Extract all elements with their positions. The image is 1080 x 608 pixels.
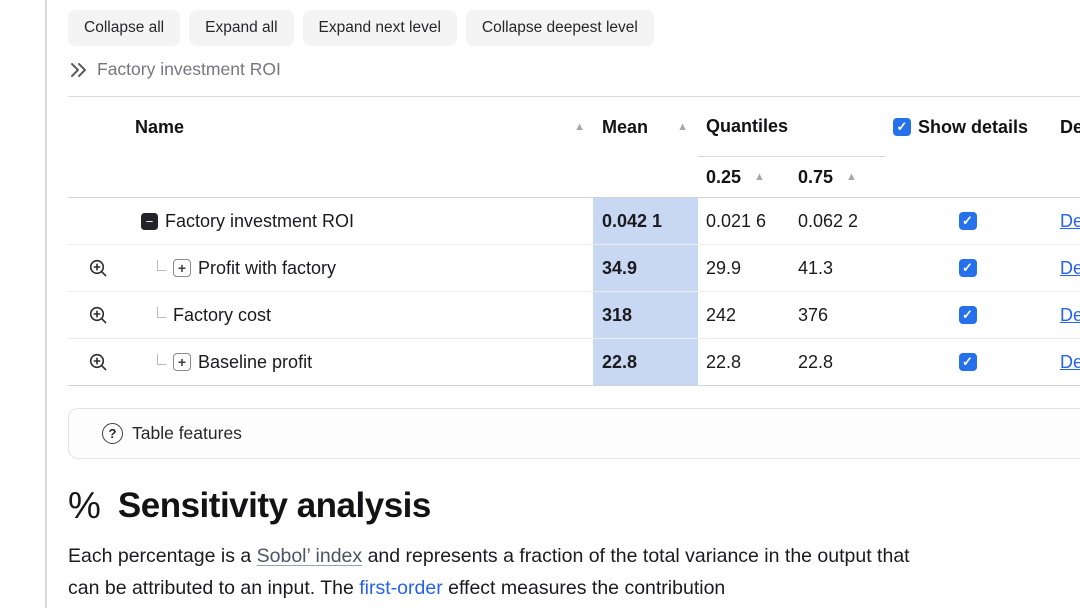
breadcrumb-label: Factory investment ROI [97, 59, 281, 79]
show-details-checkbox[interactable]: ✓ [958, 212, 977, 230]
row-name: Factory investment ROI [165, 210, 355, 231]
details-link[interactable]: Details [1060, 304, 1080, 325]
row-name: Baseline profit [198, 351, 313, 372]
section-heading: % Sensitivity analysis [68, 485, 1080, 527]
table-features-disclosure[interactable]: ? Table features [68, 408, 1080, 459]
table-row: Factory cost 318 242 376 ✓ Details [68, 292, 1080, 339]
column-header-quantiles: Quantiles [698, 97, 885, 157]
expand-all-button[interactable]: Expand all [189, 10, 294, 46]
table-toolbar: Collapse all Expand all Expand next leve… [68, 10, 1080, 46]
first-order-link[interactable]: first-order [359, 576, 443, 599]
sort-triangle-icon[interactable]: ▲ [574, 120, 585, 133]
tree-branch-icon [157, 354, 166, 365]
q75-cell: 22.8 [798, 351, 834, 372]
name-header-label: Name [135, 116, 185, 137]
details-link[interactable]: Details [1060, 257, 1080, 278]
zoom-in-icon[interactable] [86, 303, 111, 328]
table-row: + Baseline profit 22.8 22.8 22.8 ✓ Detai… [68, 339, 1080, 386]
table-features-label: Table features [132, 423, 242, 443]
column-header-name: Name ▲ [68, 97, 593, 157]
collapse-all-button[interactable]: Collapse all [68, 10, 181, 46]
q25-cell: 242 [706, 304, 737, 325]
q25-cell: 0.021 6 [706, 210, 767, 231]
q75-cell: 0.062 2 [798, 210, 859, 231]
details-link[interactable]: Details [1060, 210, 1080, 231]
mean-cell: 34.9 [593, 245, 698, 291]
row-name: Factory cost [173, 304, 272, 325]
results-table: Name ▲ Mean ▲ Quantiles ✓ Show details D… [68, 96, 1080, 386]
show-details-checkbox[interactable]: ✓ [958, 306, 977, 324]
breadcrumb[interactable]: Factory investment ROI [68, 59, 281, 80]
paragraph-text: Each percentage is a [68, 545, 257, 567]
paragraph-text: and represents a fraction of the total v… [68, 545, 910, 599]
show-details-checkbox[interactable]: ✓ [958, 353, 977, 371]
sort-triangle-icon[interactable]: ▲ [677, 120, 688, 133]
percent-icon: % [68, 485, 101, 526]
row-name: Profit with factory [198, 257, 337, 278]
show-details-header-checkbox[interactable]: ✓ [893, 118, 911, 136]
main-content: Collapse all Expand all Expand next leve… [68, 0, 1080, 604]
double-chevron-right-icon [68, 60, 88, 80]
show-details-checkbox[interactable]: ✓ [958, 259, 977, 277]
column-header-q25: 0.25 ▲ [698, 167, 790, 188]
q25-cell: 29.9 [706, 257, 742, 278]
details-link[interactable]: Details [1060, 351, 1080, 372]
sort-triangle-icon[interactable]: ▲ [754, 170, 765, 183]
expand-toggle-icon[interactable]: + [173, 259, 191, 277]
q75-cell: 41.3 [798, 257, 834, 278]
table-row: + Profit with factory 34.9 29.9 41.3 ✓ D… [68, 245, 1080, 292]
sort-triangle-icon[interactable]: ▲ [846, 170, 857, 183]
collapse-deepest-level-button[interactable]: Collapse deepest level [465, 10, 654, 46]
show-details-header: ✓ Show details [893, 97, 1050, 157]
mean-cell: 0.042 1 [593, 198, 698, 244]
section-paragraph: Each percentage is a Sobol’ index and re… [68, 541, 930, 604]
expand-toggle-icon[interactable]: + [173, 353, 191, 371]
zoom-in-icon[interactable] [86, 350, 111, 375]
expand-next-level-button[interactable]: Expand next level [302, 10, 457, 46]
show-details-label: Show details [918, 116, 1029, 137]
column-header-q75: 0.75 ▲ [790, 167, 885, 188]
q75-cell: 376 [798, 304, 829, 325]
zoom-in-icon[interactable] [86, 256, 111, 281]
mean-cell: 318 [593, 292, 698, 338]
paragraph-text: effect measures the contribution [442, 576, 726, 599]
tree-branch-icon [157, 307, 166, 318]
sobol-index-link[interactable]: Sobol’ index [256, 545, 363, 567]
column-header-details: Details [1060, 116, 1080, 137]
collapse-toggle-icon[interactable]: − [141, 212, 158, 230]
mean-cell: 22.8 [593, 339, 698, 385]
tree-branch-icon [157, 260, 166, 271]
mean-header-label: Mean [602, 116, 649, 137]
q25-cell: 22.8 [706, 351, 742, 372]
q75-header-label: 0.75 [798, 166, 834, 187]
question-circle-icon: ? [102, 423, 123, 444]
table-header: Name ▲ Mean ▲ Quantiles ✓ Show details D… [68, 97, 1080, 198]
q25-header-label: 0.25 [706, 166, 742, 187]
table-row: − Factory investment ROI 0.042 1 0.021 6… [68, 198, 1080, 245]
pane-divider [45, 0, 47, 608]
column-header-mean: Mean ▲ [593, 97, 698, 157]
quantiles-header-label: Quantiles [706, 116, 789, 136]
section-title-text: Sensitivity analysis [117, 486, 431, 525]
